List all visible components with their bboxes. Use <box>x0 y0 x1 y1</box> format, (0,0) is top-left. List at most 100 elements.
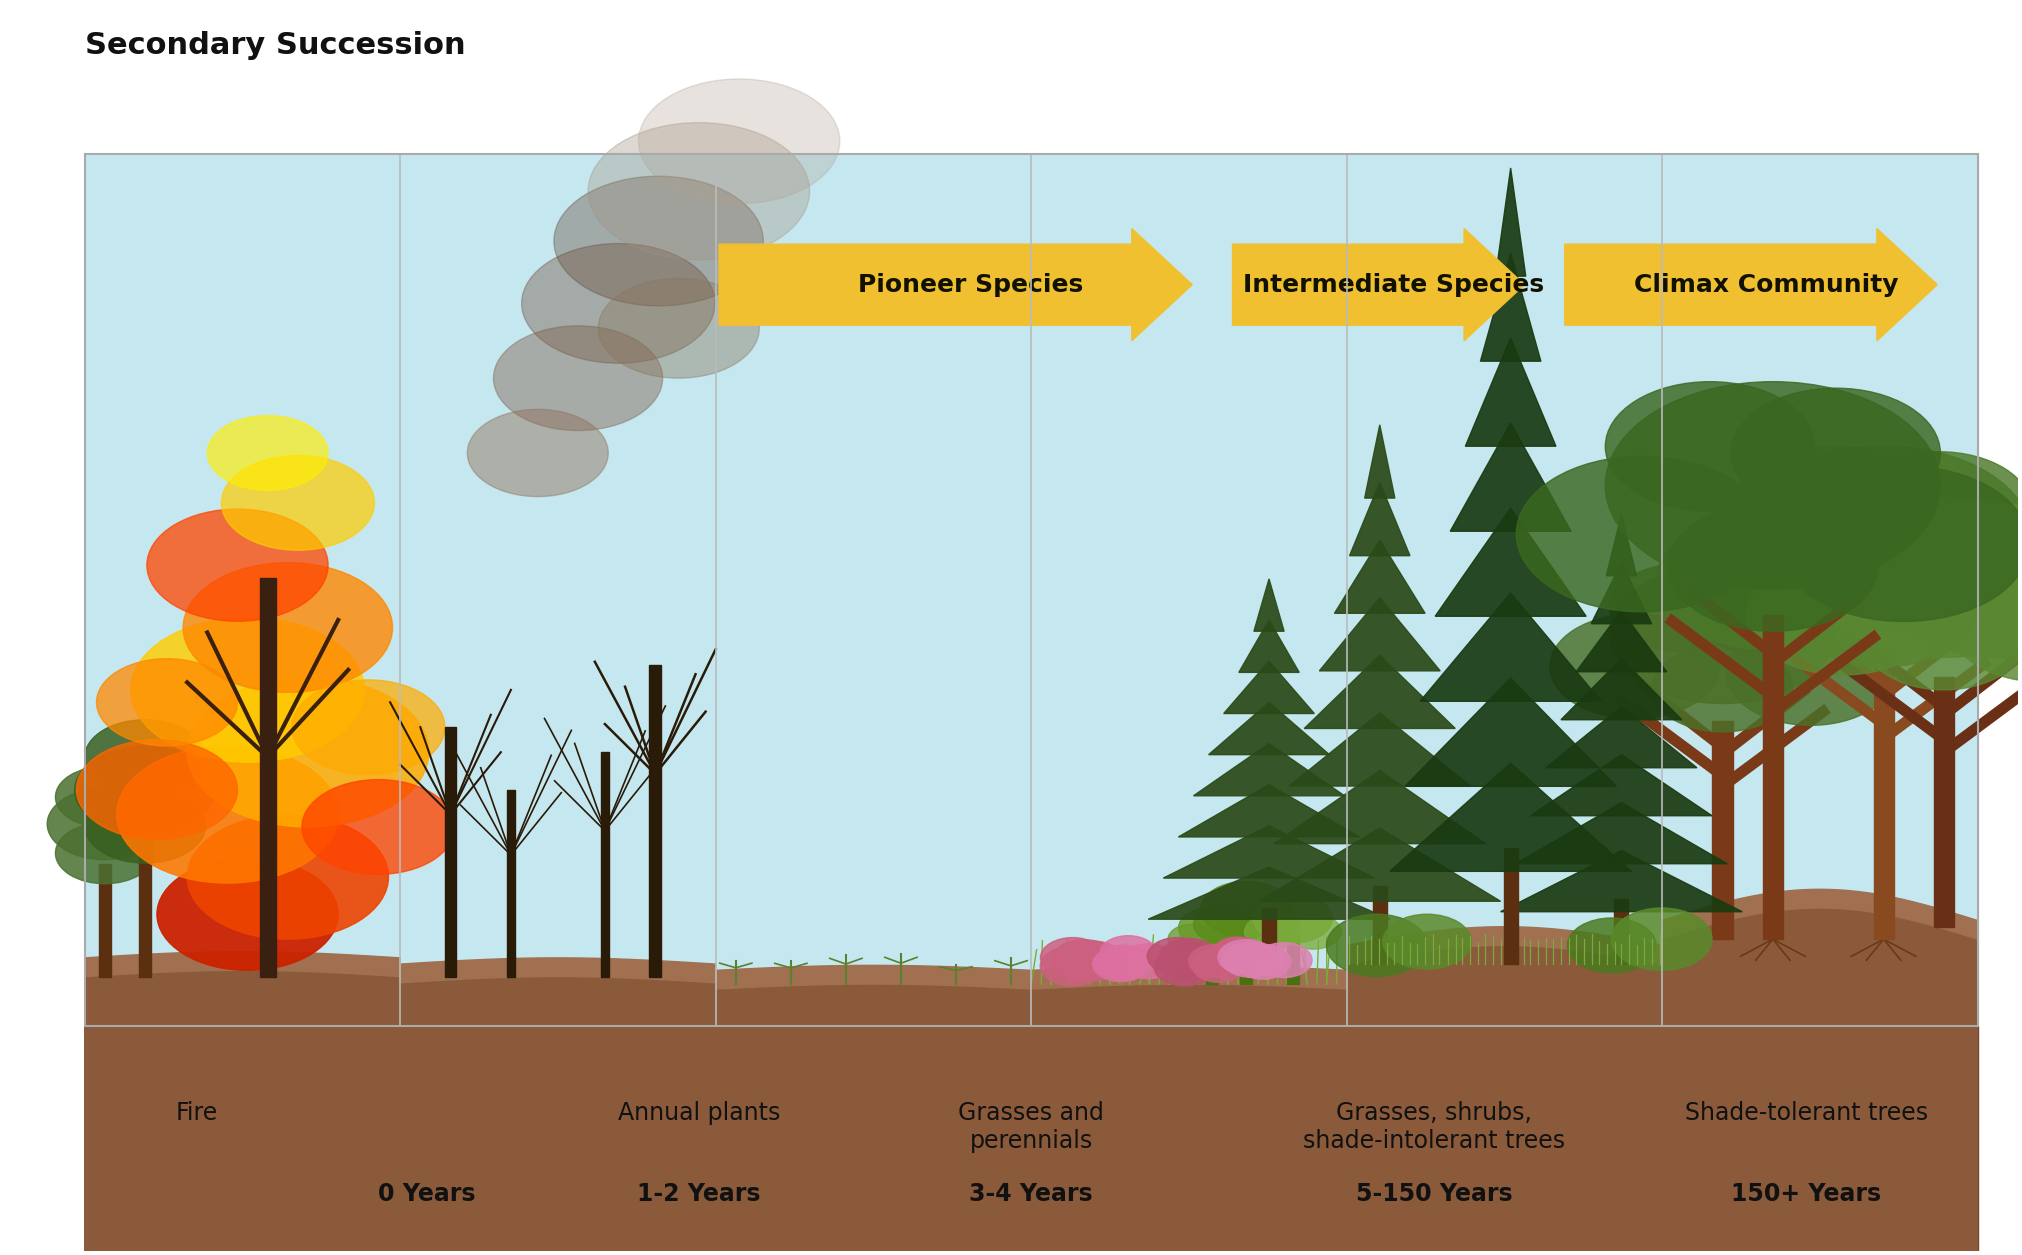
Circle shape <box>55 822 154 884</box>
Polygon shape <box>1223 661 1314 714</box>
Circle shape <box>1155 949 1215 986</box>
Bar <box>1262 909 1276 964</box>
Polygon shape <box>1531 754 1713 816</box>
Circle shape <box>85 720 206 794</box>
Polygon shape <box>1239 620 1300 673</box>
Polygon shape <box>1290 713 1470 786</box>
Bar <box>1207 939 1219 984</box>
Polygon shape <box>1547 707 1696 768</box>
Polygon shape <box>1274 771 1486 843</box>
Circle shape <box>1610 563 1751 651</box>
Circle shape <box>1254 894 1332 943</box>
Bar <box>85 1027 1978 1251</box>
Polygon shape <box>1209 703 1328 754</box>
Circle shape <box>1100 936 1157 970</box>
Circle shape <box>1213 937 1266 970</box>
Polygon shape <box>1561 659 1682 720</box>
Polygon shape <box>1320 597 1440 671</box>
Circle shape <box>1120 944 1177 979</box>
Circle shape <box>1041 937 1104 978</box>
Circle shape <box>1383 914 1472 969</box>
Circle shape <box>1727 621 1895 725</box>
Circle shape <box>1193 950 1246 983</box>
Polygon shape <box>1347 926 1662 964</box>
Circle shape <box>220 456 374 550</box>
Circle shape <box>1549 614 1719 719</box>
Text: Secondary Succession: Secondary Succession <box>85 31 465 60</box>
Text: Annual plants: Annual plants <box>617 1101 780 1126</box>
Polygon shape <box>400 958 716 983</box>
Bar <box>1763 615 1783 939</box>
Circle shape <box>97 659 237 745</box>
Circle shape <box>1656 512 1878 650</box>
Circle shape <box>1256 943 1312 978</box>
Bar <box>99 865 111 976</box>
Text: 5-150 Years: 5-150 Years <box>1355 1182 1512 1206</box>
Circle shape <box>1233 905 1298 944</box>
Circle shape <box>1668 502 1878 631</box>
Circle shape <box>1612 909 1713 970</box>
Circle shape <box>1179 907 1246 949</box>
Polygon shape <box>1450 423 1571 531</box>
Polygon shape <box>1389 763 1632 871</box>
Text: 0 Years: 0 Years <box>378 1182 475 1206</box>
Circle shape <box>639 79 839 203</box>
Bar <box>508 789 516 976</box>
Circle shape <box>554 176 764 306</box>
Polygon shape <box>1148 867 1389 919</box>
Circle shape <box>599 279 760 378</box>
Circle shape <box>77 739 237 840</box>
Polygon shape <box>1347 945 1662 1251</box>
Circle shape <box>1326 914 1428 976</box>
Circle shape <box>1846 452 2022 566</box>
Circle shape <box>1092 946 1148 981</box>
Circle shape <box>1694 569 1836 655</box>
Text: 3-4 Years: 3-4 Years <box>969 1182 1094 1206</box>
Bar <box>85 154 1978 1027</box>
Circle shape <box>467 409 609 497</box>
Circle shape <box>301 779 455 875</box>
Polygon shape <box>1516 803 1727 863</box>
Circle shape <box>1889 521 2022 658</box>
Bar <box>1239 924 1252 984</box>
Circle shape <box>1246 914 1300 949</box>
Polygon shape <box>1349 482 1409 556</box>
Polygon shape <box>85 970 400 1251</box>
Bar <box>1504 848 1519 964</box>
Bar <box>1713 722 1733 939</box>
Circle shape <box>1731 388 1941 518</box>
Polygon shape <box>1031 965 1347 989</box>
Circle shape <box>291 680 445 774</box>
Polygon shape <box>1496 168 1527 276</box>
Circle shape <box>522 243 716 363</box>
Circle shape <box>1223 943 1280 978</box>
Circle shape <box>55 767 154 827</box>
Circle shape <box>75 747 216 833</box>
Polygon shape <box>1365 424 1395 498</box>
Text: Fire: Fire <box>176 1101 218 1126</box>
Text: 1-2 Years: 1-2 Years <box>637 1182 760 1206</box>
Polygon shape <box>716 965 1031 989</box>
Circle shape <box>1284 914 1341 949</box>
Circle shape <box>1605 382 1814 511</box>
Polygon shape <box>1500 851 1743 911</box>
Polygon shape <box>400 976 716 1251</box>
Polygon shape <box>1591 562 1652 624</box>
Polygon shape <box>716 984 1031 1251</box>
Text: Intermediate Species: Intermediate Species <box>1244 272 1545 296</box>
Bar <box>259 577 275 976</box>
FancyArrow shape <box>1565 228 1937 341</box>
Circle shape <box>148 510 328 621</box>
Polygon shape <box>1662 890 1978 939</box>
Circle shape <box>1235 944 1290 979</box>
Circle shape <box>1169 924 1217 954</box>
FancyArrow shape <box>1233 228 1525 341</box>
Bar <box>1874 653 1895 939</box>
Circle shape <box>188 678 429 827</box>
Circle shape <box>1159 943 1217 980</box>
Polygon shape <box>1480 254 1541 361</box>
Circle shape <box>1652 645 1794 732</box>
Polygon shape <box>85 951 400 976</box>
Polygon shape <box>1260 828 1500 901</box>
Circle shape <box>158 858 338 970</box>
